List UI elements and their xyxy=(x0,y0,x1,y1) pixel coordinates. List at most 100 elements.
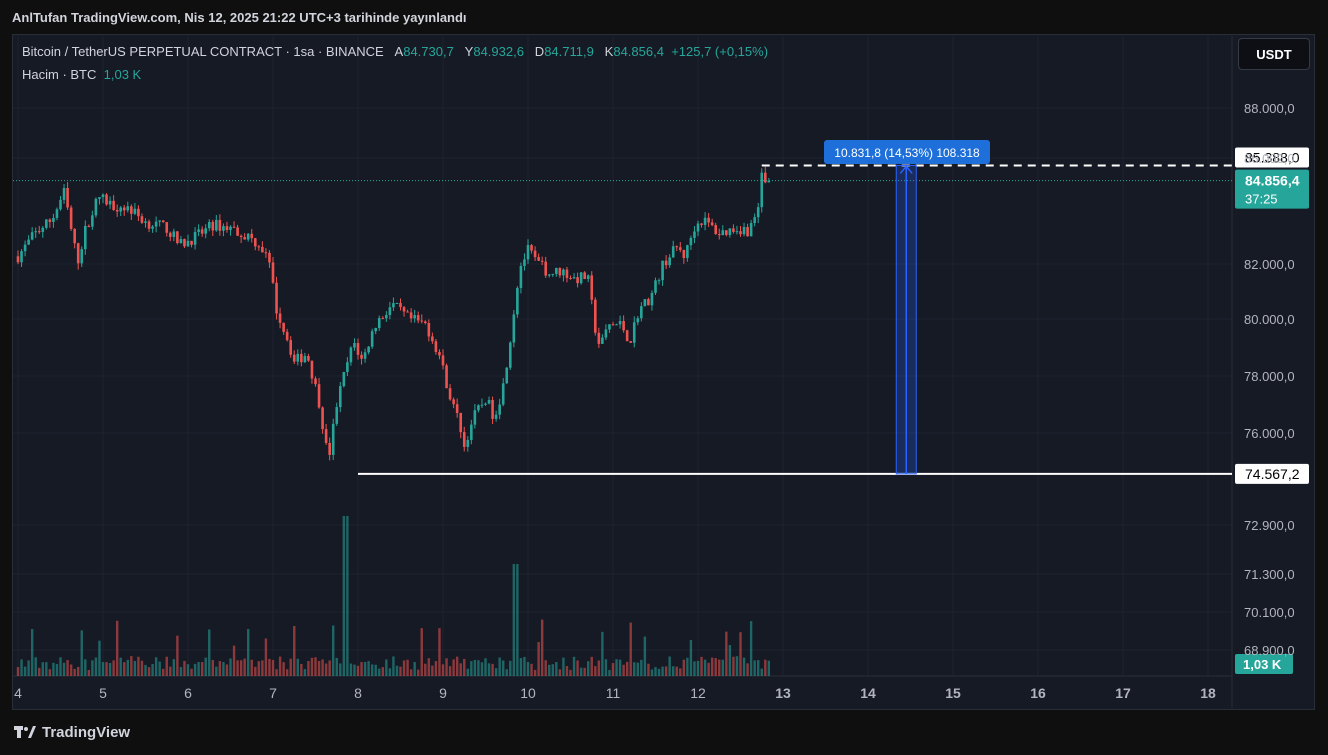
candle-body xyxy=(105,194,108,205)
currency-button[interactable]: USDT xyxy=(1238,38,1310,70)
volume-bar xyxy=(480,662,484,676)
candle-body xyxy=(200,229,204,234)
volume-bar xyxy=(190,668,193,676)
candle-body xyxy=(551,273,555,275)
volume-bar xyxy=(654,667,657,676)
candle-body xyxy=(16,256,20,263)
volume-bar xyxy=(664,666,668,676)
volume-bar xyxy=(739,632,742,676)
volume-bar xyxy=(587,661,590,676)
candle-body xyxy=(37,231,41,233)
candle-body xyxy=(767,180,771,183)
tradingview-brand[interactable]: TradingView xyxy=(14,724,130,741)
candle-body xyxy=(55,209,59,218)
candle-body xyxy=(647,299,650,306)
candle-body xyxy=(377,318,381,329)
candle-body xyxy=(664,260,668,266)
volume-bar xyxy=(502,660,505,676)
volume-bar xyxy=(548,664,551,676)
volume-bar xyxy=(710,657,714,676)
volume-bar xyxy=(98,640,101,676)
volume-bar xyxy=(123,662,126,676)
candle-body xyxy=(519,265,523,288)
candle-body xyxy=(179,239,183,244)
candle-body xyxy=(76,243,80,264)
volume-bar xyxy=(342,516,346,676)
volume-bar xyxy=(218,661,222,676)
volume-bar xyxy=(590,656,593,676)
volume-bar xyxy=(254,666,257,676)
volume-bar xyxy=(80,630,83,676)
candle-body xyxy=(27,239,30,245)
volume-bar xyxy=(696,660,700,676)
chart-frame[interactable] xyxy=(12,34,1315,710)
volume-bar xyxy=(16,667,20,676)
volume-bar xyxy=(505,669,508,676)
candle-body xyxy=(137,208,140,217)
time-tick-label: 7 xyxy=(269,685,277,701)
candle-body xyxy=(346,362,349,373)
candle-body xyxy=(618,321,622,325)
volume-bar xyxy=(594,666,597,676)
candle-body xyxy=(601,337,604,344)
candle-body xyxy=(746,227,749,237)
candle-body xyxy=(282,322,285,332)
volume-bar xyxy=(172,659,176,676)
volume-bar xyxy=(374,664,377,676)
volume-bar xyxy=(767,660,771,676)
volume-bar xyxy=(540,619,544,676)
volume-bar xyxy=(130,656,133,676)
volume-bar xyxy=(101,662,105,676)
candle-body xyxy=(498,404,501,415)
candle-body xyxy=(611,324,615,326)
volume-bar xyxy=(424,663,427,676)
publisher-header: AnlTufan TradingView.com, Nis 12, 2025 2… xyxy=(12,10,467,25)
candle-body xyxy=(533,250,537,258)
price-tick-label: 82.000,0 xyxy=(1244,257,1295,272)
volume-bar xyxy=(633,662,636,676)
candle-body xyxy=(253,238,257,247)
candle-body xyxy=(119,207,123,212)
volume-bar xyxy=(420,628,423,676)
candle-body xyxy=(30,232,34,240)
candle-body xyxy=(558,267,562,276)
volume-bar xyxy=(487,663,491,676)
candle-body xyxy=(459,412,463,433)
candle-body xyxy=(455,404,459,413)
volume-bar xyxy=(498,657,501,676)
volume-bar xyxy=(604,659,608,676)
volume-bar xyxy=(448,666,452,676)
volume-bar xyxy=(225,664,229,676)
candle-body xyxy=(629,341,633,343)
volume-bar xyxy=(519,658,523,676)
candle-body xyxy=(657,280,661,282)
volume-bar xyxy=(59,657,62,676)
time-tick-label: 16 xyxy=(1030,685,1046,701)
volume-bar xyxy=(282,662,285,676)
high-value: 84.932,6 xyxy=(473,44,524,59)
time-tick-label: 10 xyxy=(520,685,536,701)
candle-body xyxy=(508,342,512,368)
volume-bar xyxy=(158,661,161,676)
volume-bar xyxy=(179,667,183,676)
candle-body xyxy=(303,355,307,363)
volume-bar xyxy=(314,657,317,676)
volume-bar xyxy=(629,622,632,676)
volume-bar xyxy=(41,662,44,676)
candle-body xyxy=(48,219,52,222)
candle-body xyxy=(445,365,448,389)
volume-bar xyxy=(742,657,746,676)
volume-bar xyxy=(250,659,253,676)
volume-bar xyxy=(544,660,547,676)
volume-bar xyxy=(307,661,310,676)
candle-body xyxy=(732,228,735,232)
candle-body xyxy=(331,423,335,455)
volume-bar xyxy=(636,662,639,676)
symbol-label[interactable]: Bitcoin / TetherUS PERPETUAL CONTRACT · … xyxy=(22,44,384,59)
volume-bar xyxy=(208,629,211,676)
volume-bar xyxy=(247,629,250,676)
volume-bar xyxy=(140,660,144,676)
candle-body xyxy=(296,353,300,362)
candle-body xyxy=(728,228,732,235)
